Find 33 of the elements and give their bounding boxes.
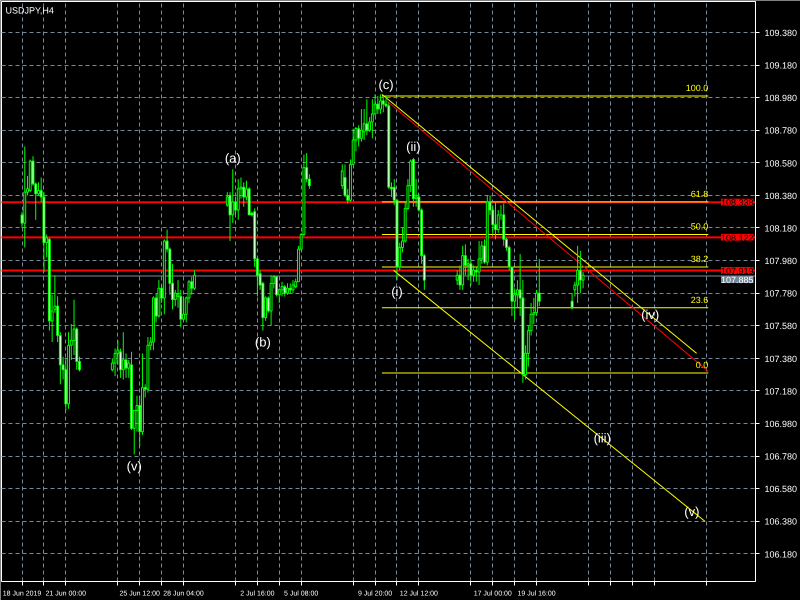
ref-line-label: 108.122 xyxy=(720,232,754,243)
y-tick-label: 106.180 xyxy=(764,549,798,560)
y-tick-label: 108.380 xyxy=(764,190,798,201)
ref-line-label: 107.919 xyxy=(720,266,754,276)
y-tick-label: 106.580 xyxy=(764,484,798,494)
series-label: 61.8 xyxy=(690,188,708,199)
y-tick-label: 107.580 xyxy=(764,321,798,332)
ref-line-label: 107.885 xyxy=(720,275,754,286)
y-tick-label: 109.180 xyxy=(764,60,798,71)
y-tick-label: 108.580 xyxy=(764,158,798,168)
y-tick-label: 108.180 xyxy=(764,223,798,234)
annotation: (c) xyxy=(378,76,394,92)
y-tick-label: 107.780 xyxy=(764,288,798,299)
y-tick-label: 107.180 xyxy=(764,386,798,396)
y-tick-label: 109.380 xyxy=(764,28,798,38)
annotation: (v) xyxy=(126,458,142,474)
y-tick-label: 106.780 xyxy=(764,452,798,462)
y-tick-label: 106.980 xyxy=(764,418,798,429)
annotation: (b) xyxy=(254,334,271,350)
series-label: 100.0 xyxy=(686,82,708,93)
series-label: 23.6 xyxy=(690,294,708,305)
y-tick-label: 108.780 xyxy=(764,126,798,136)
annotation: (i) xyxy=(391,284,403,300)
ref-line-label: 108.338 xyxy=(720,198,754,208)
annotation: (ii) xyxy=(406,138,421,154)
series-label: 38.2 xyxy=(690,254,708,264)
y-tick-label: 106.380 xyxy=(764,516,798,527)
annotation: (a) xyxy=(224,150,241,166)
y-tick-label: 107.980 xyxy=(764,256,798,266)
y-tick-label: 108.980 xyxy=(764,93,798,104)
y-tick-label: 107.380 xyxy=(764,354,798,364)
series-label: 50.0 xyxy=(690,221,708,232)
chart-title: USDJPY,H4 xyxy=(6,6,54,16)
